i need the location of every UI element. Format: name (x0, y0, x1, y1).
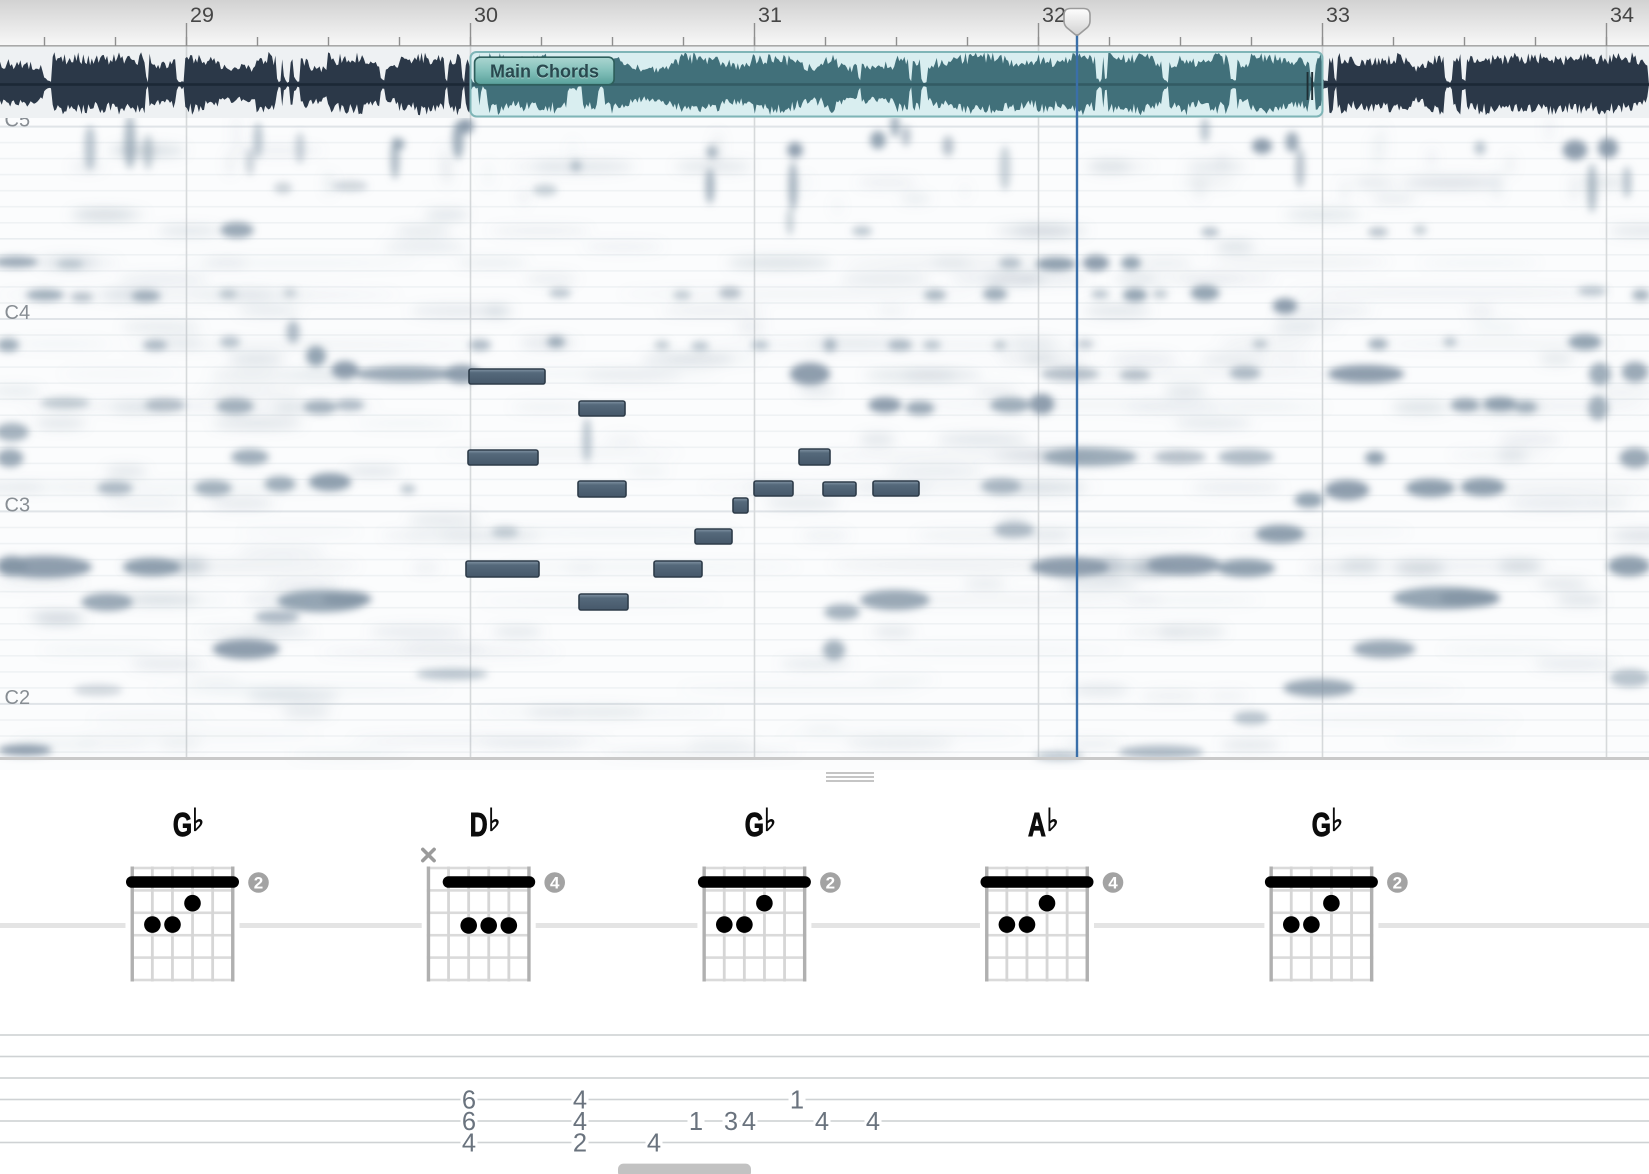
svg-text:4: 4 (550, 874, 560, 893)
svg-text:4: 4 (815, 1108, 829, 1136)
svg-text:C4: C4 (5, 302, 31, 324)
svg-text:2: 2 (826, 874, 835, 893)
svg-text:2: 2 (254, 874, 263, 893)
svg-text:32: 32 (1042, 3, 1066, 27)
svg-text:4: 4 (866, 1108, 880, 1136)
svg-text:1: 1 (689, 1108, 703, 1136)
svg-text:4: 4 (573, 1087, 587, 1115)
svg-text:34: 34 (1610, 3, 1634, 27)
svg-text:6: 6 (462, 1108, 476, 1136)
svg-text:29: 29 (190, 3, 214, 27)
svg-text:4: 4 (647, 1130, 661, 1158)
svg-text:A: A (1028, 808, 1046, 844)
svg-text:Main Chords: Main Chords (490, 62, 599, 82)
svg-text:C3: C3 (5, 494, 31, 516)
svg-text:G: G (745, 808, 764, 844)
svg-text:4: 4 (1108, 874, 1118, 893)
svg-text:G: G (1312, 808, 1331, 844)
svg-text:30: 30 (474, 3, 498, 27)
svg-text:G: G (173, 808, 192, 844)
svg-text:D: D (470, 808, 488, 844)
svg-text:2: 2 (1393, 874, 1402, 893)
svg-text:4: 4 (742, 1108, 756, 1136)
svg-text:31: 31 (758, 3, 782, 27)
svg-text:3: 3 (724, 1108, 738, 1136)
svg-text:1: 1 (790, 1087, 804, 1115)
svg-text:4: 4 (462, 1130, 476, 1158)
svg-text:33: 33 (1326, 3, 1350, 27)
svg-text:4: 4 (573, 1108, 587, 1136)
svg-text:2: 2 (573, 1130, 587, 1158)
svg-text:6: 6 (462, 1087, 476, 1115)
svg-text:C2: C2 (5, 687, 31, 709)
